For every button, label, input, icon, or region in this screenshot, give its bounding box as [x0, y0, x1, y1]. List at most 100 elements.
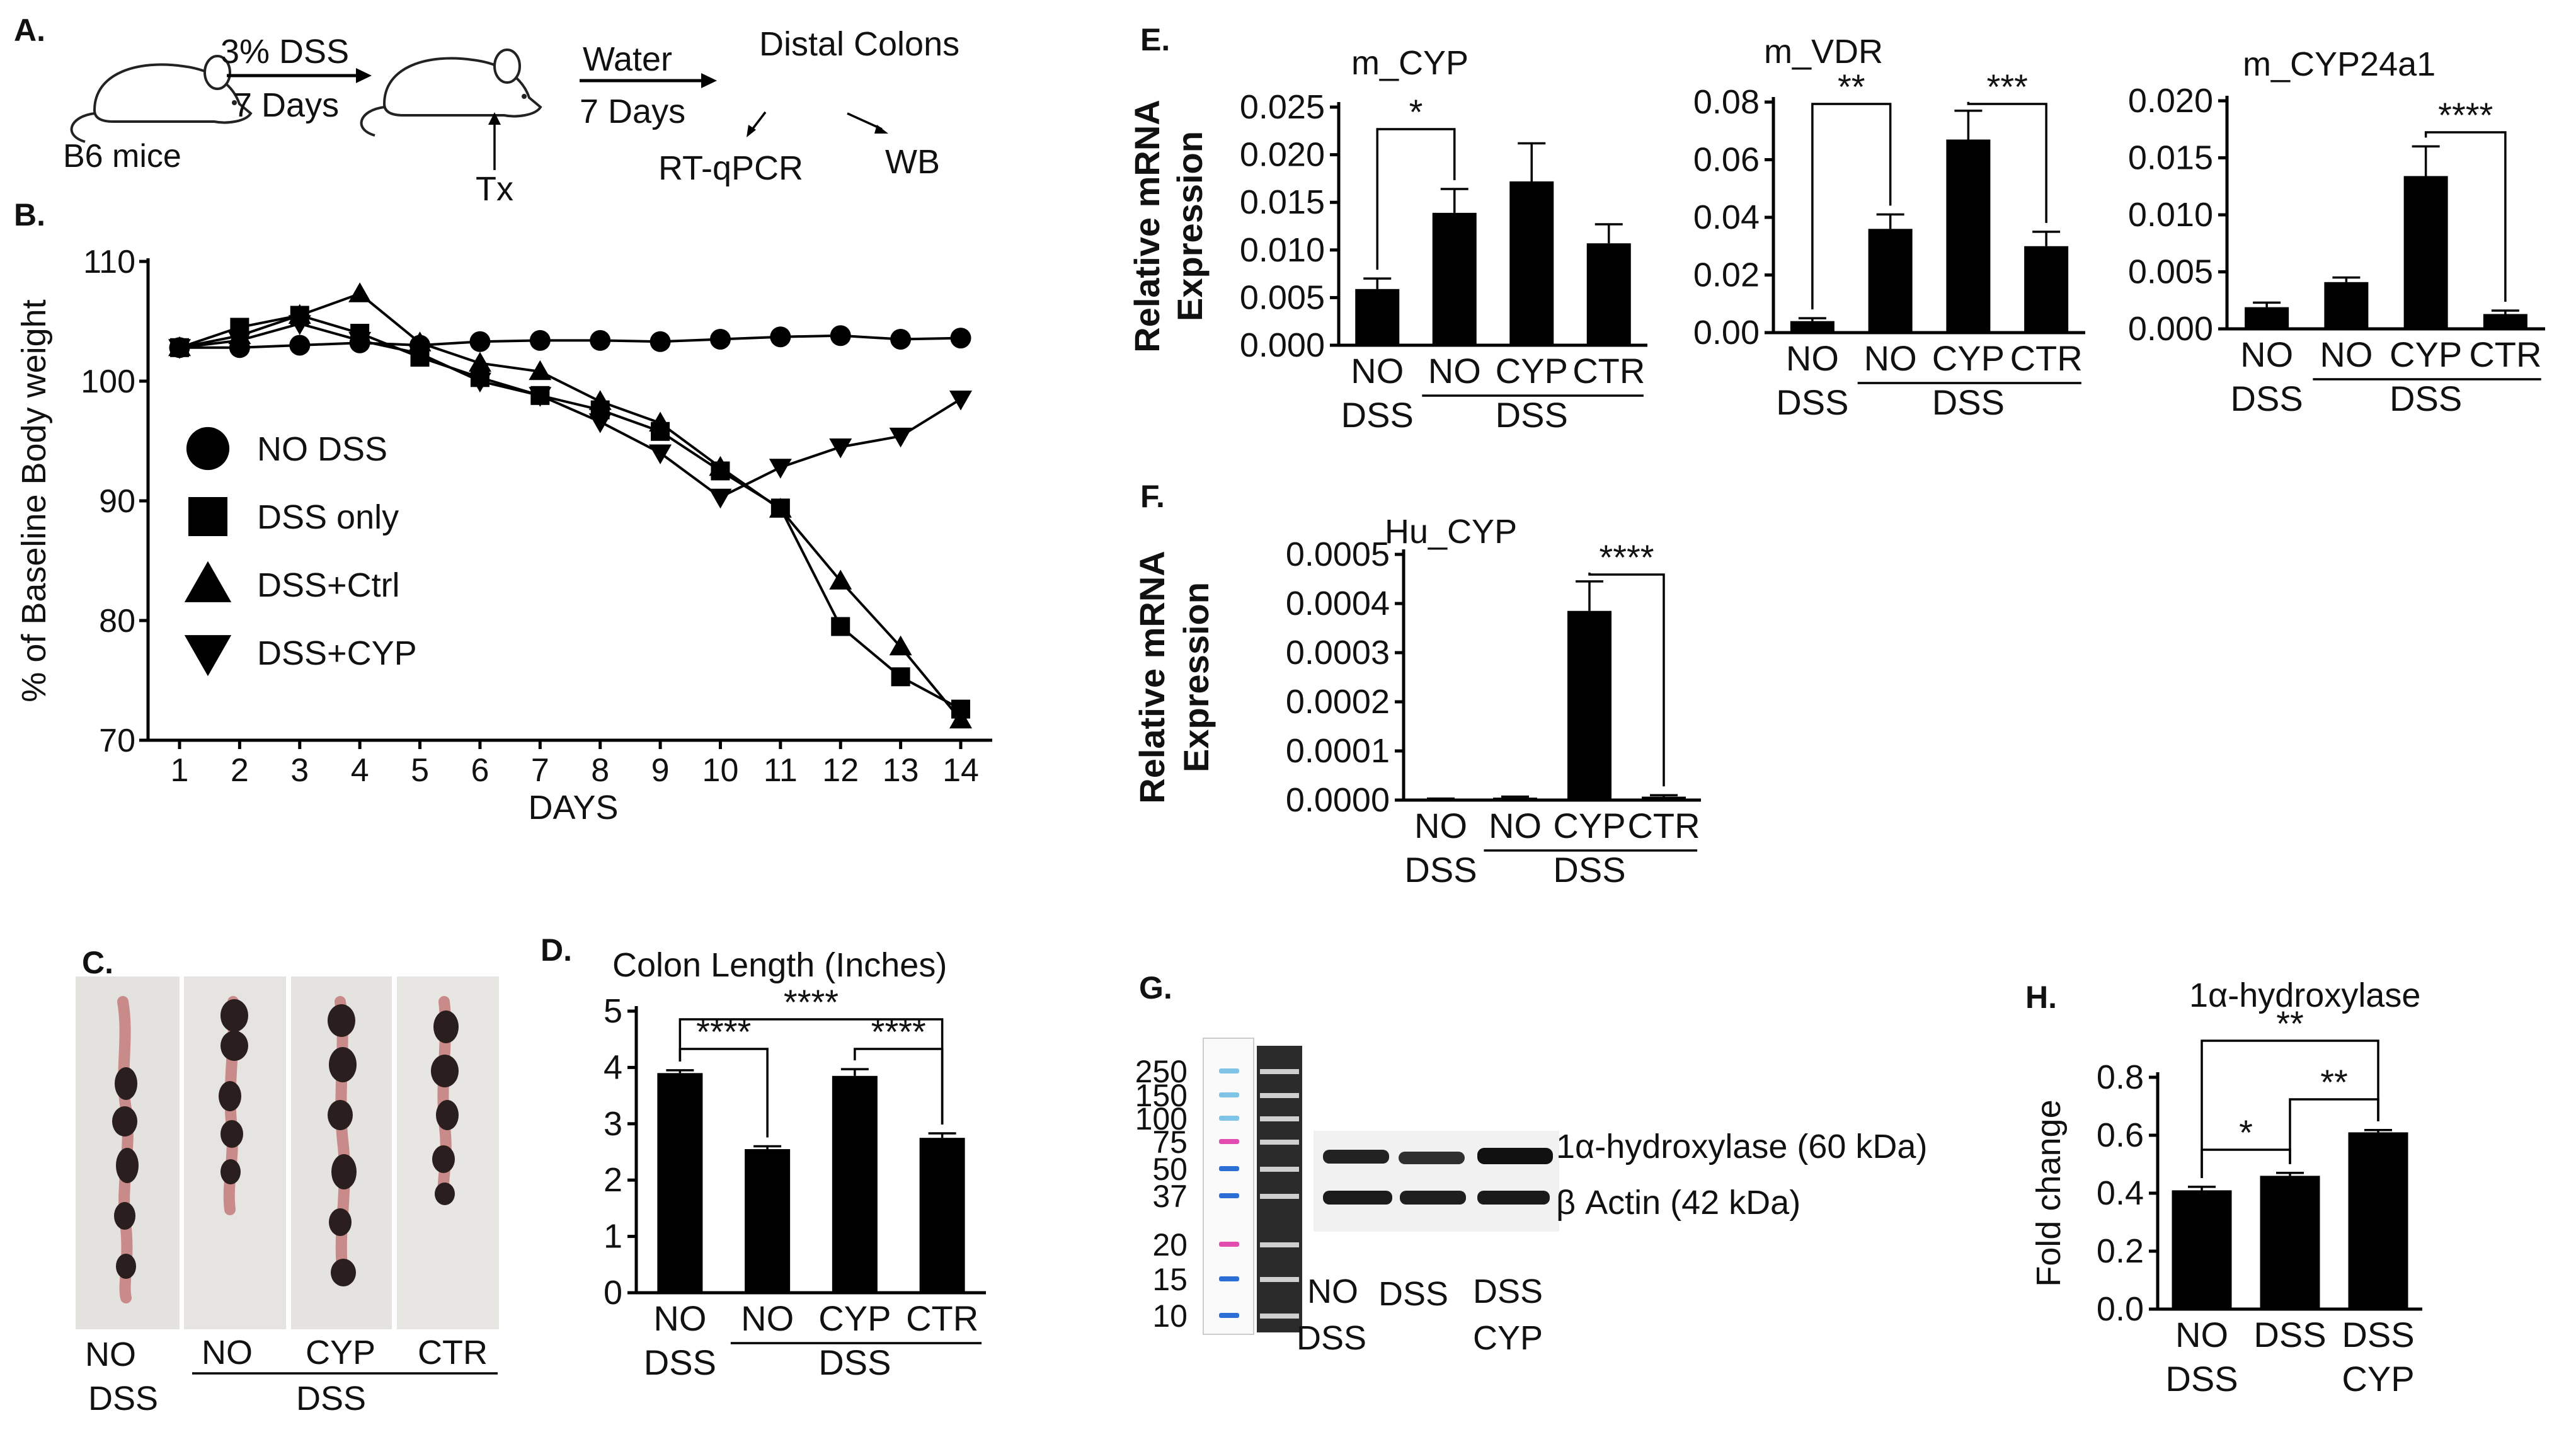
bar — [2245, 307, 2289, 329]
data-point — [649, 411, 672, 432]
y-tick-label: 0.010 — [2128, 196, 2213, 234]
data-point — [529, 387, 552, 407]
mouse-icon — [360, 49, 542, 137]
bar — [2483, 314, 2527, 329]
x-axis-label: DAYS — [528, 789, 618, 827]
bar — [2348, 1132, 2408, 1309]
band-1alpha-hydroxylase — [1323, 1148, 1553, 1164]
category-label: NO — [2320, 335, 2373, 374]
data-point — [949, 391, 972, 411]
ladder-label: 100 — [1135, 1101, 1188, 1136]
lane-label: DSS — [1378, 1275, 1448, 1313]
marker-band — [1260, 1093, 1299, 1098]
series-line — [179, 292, 962, 721]
lane-label-sub: DSS — [1297, 1319, 1366, 1357]
panel-d: D. Colon Length (Inches) 0 1 2 3 4 5 NO DSS NO CYP… — [541, 932, 986, 1382]
x-tick-label: 9 — [651, 752, 670, 789]
y-tick-label: 0.020 — [1240, 136, 1325, 174]
data-point — [469, 331, 491, 352]
category-label: NO — [1414, 806, 1467, 845]
category-label: CYP — [1932, 338, 2005, 378]
x-tick-label: 14 — [942, 752, 979, 789]
category-label-sub: DSS — [644, 1343, 716, 1382]
colon-length-chart: Colon Length (Inches) 0 1 2 3 4 5 NO DSS NO CYP CTR… — [604, 946, 986, 1382]
ladder-label: 50 — [1152, 1152, 1188, 1187]
group-label: DSS — [818, 1343, 891, 1382]
y-axis-label: Expression — [1176, 582, 1216, 772]
significance-bracket — [854, 1048, 944, 1125]
category-label: CYP — [2390, 335, 2462, 374]
bar — [2024, 246, 2069, 333]
panel-letter-e: E. — [1140, 22, 1170, 57]
marker-band — [1260, 1069, 1299, 1074]
data-point — [950, 328, 971, 349]
ladder-band — [1219, 1193, 1239, 1198]
significance-label: **** — [784, 982, 839, 1022]
y-tick-label: 0.0004 — [1286, 585, 1390, 622]
colon-image — [219, 996, 248, 1215]
lane-label: DSS — [1473, 1273, 1543, 1310]
category-label: CTR — [1572, 351, 1645, 391]
data-point — [188, 497, 227, 536]
category-label: CYP — [1496, 351, 1568, 391]
category-label: NO — [1351, 351, 1404, 391]
bar — [2260, 1176, 2320, 1309]
data-point — [288, 315, 311, 335]
legend-label: DSS+CYP — [257, 634, 417, 672]
panel-letter-d: D. — [541, 932, 572, 968]
colon-label: CYP — [306, 1334, 375, 1371]
ladder-label: 10 — [1152, 1298, 1188, 1334]
significance-label: ** — [2320, 1062, 2348, 1102]
data-point — [709, 488, 732, 509]
y-tick-label: 0.08 — [1693, 83, 1760, 121]
colon-image — [112, 996, 139, 1303]
colon-image — [328, 996, 357, 1286]
significance-bracket — [2201, 1039, 2379, 1178]
x-tick-label: 6 — [471, 752, 489, 789]
arrow1-bottom-label: 7 Days — [233, 86, 339, 124]
group-label: DSS — [1496, 395, 1568, 435]
fold-change-chart: 1α-hydroxylase 0.0 0.2 0.4 0.6 0.8 NO DSS DSS DSS… — [2030, 976, 2422, 1399]
ladder-lane — [1203, 1038, 1254, 1335]
data-point — [829, 438, 852, 459]
significance-bracket — [1376, 128, 1456, 270]
band-beta-actin — [1323, 1191, 1550, 1205]
group-label: DSS — [1553, 850, 1625, 890]
category-label-sub: DSS — [1404, 850, 1477, 890]
data-point — [588, 390, 612, 410]
marker-band — [1260, 1314, 1299, 1319]
data-point — [468, 352, 491, 372]
arrow2-top-label: Water — [583, 40, 672, 78]
lane-label-sub: CYP — [1473, 1319, 1543, 1357]
ladder-label: 250 — [1135, 1054, 1188, 1089]
panel-c: C. — [76, 945, 499, 1417]
ladder-band — [1219, 1068, 1239, 1073]
chart-title: 1α-hydroxylase — [2189, 976, 2420, 1014]
category-label: CTR — [2010, 338, 2083, 378]
y-tick-label: 0.000 — [2128, 310, 2213, 348]
bar — [1432, 212, 1477, 345]
y-tick-label: 110 — [83, 244, 135, 280]
wb-label: WB — [885, 143, 940, 181]
ladder-label: 37 — [1152, 1179, 1188, 1214]
ladder-label: 15 — [1152, 1262, 1188, 1297]
category-label: CTR — [906, 1298, 978, 1338]
data-point — [408, 345, 432, 365]
data-point — [830, 325, 851, 346]
y-tick-label: 0.000 — [1240, 326, 1325, 364]
chart-title: m_CYP24a1 — [2243, 45, 2436, 83]
data-point — [650, 331, 671, 352]
y-tick-label: 3 — [604, 1105, 622, 1143]
panel-letter-g: G. — [1139, 970, 1172, 1005]
y-tick-label: 4 — [604, 1048, 622, 1086]
significance-label: **** — [1599, 537, 1654, 577]
significance-label: **** — [2438, 95, 2493, 135]
data-point — [529, 360, 552, 381]
series-line — [179, 322, 962, 499]
panel-h: H. 1α-hydroxylase 0.0 0.2 0.4 0.6 0.8 NO DSS DSS… — [2025, 976, 2422, 1399]
category-label: NO — [1864, 338, 1917, 378]
significance-label: ** — [2276, 1004, 2304, 1043]
